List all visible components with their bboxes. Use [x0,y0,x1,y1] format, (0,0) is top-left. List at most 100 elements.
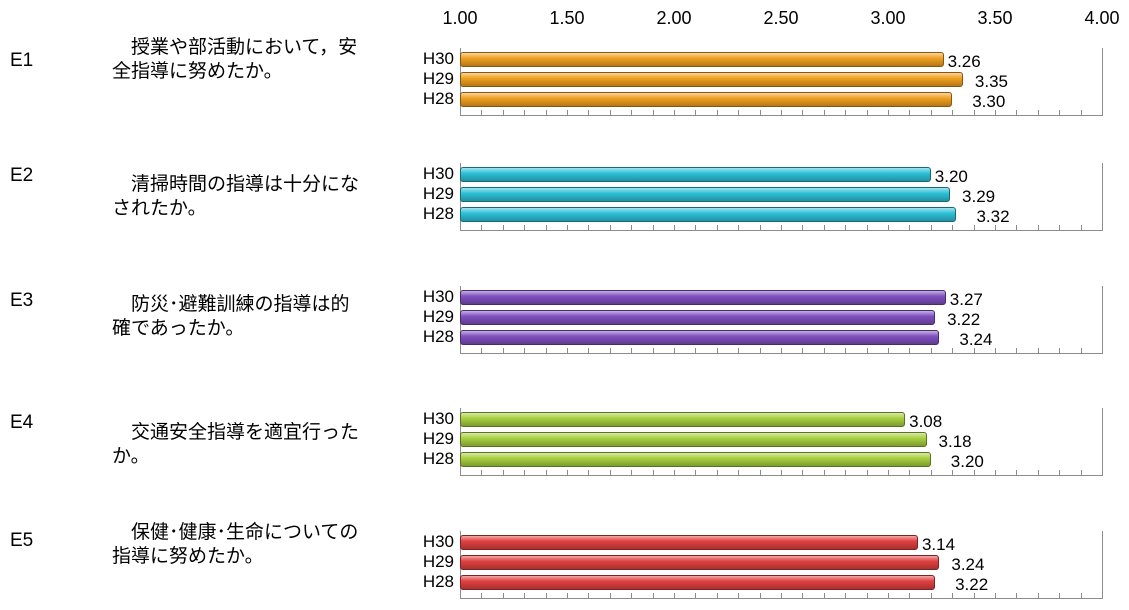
bar-value-label: 3.32 [976,207,1010,226]
x-minor-tick [567,470,568,476]
x-tick-label: 3.50 [977,8,1013,28]
x-minor-tick [738,593,739,599]
bar-value-label: 3.24 [951,555,985,574]
x-minor-tick [931,593,932,599]
x-minor-tick [909,225,910,231]
bar-value-label: 3.27 [949,290,983,309]
x-minor-tick [1016,470,1017,476]
x-minor-tick [1102,593,1103,599]
x-minor-tick [695,470,696,476]
x-minor-tick [481,470,482,476]
x-minor-tick [802,225,803,231]
x-minor-tick [952,225,953,231]
x-minor-tick [631,110,632,116]
x-minor-tick [653,225,654,231]
x-minor-tick [674,110,675,116]
x-minor-tick [867,470,868,476]
x-minor-tick [1102,225,1103,231]
x-minor-tick [460,470,461,476]
x-minor-tick [824,348,825,354]
x-minor-tick [995,225,996,231]
x-minor-tick [1016,110,1017,116]
x-minor-tick [1038,110,1039,116]
x-minor-tick [1059,593,1060,599]
x-minor-tick [695,110,696,116]
x-minor-tick [567,110,568,116]
x-minor-tick [503,348,504,354]
x-minor-tick [653,110,654,116]
series-label: H29 [422,552,454,571]
item-code-label: E4 [10,412,34,433]
x-minor-tick [909,470,910,476]
x-minor-tick [995,470,996,476]
x-minor-tick [524,110,525,116]
x-minor-tick [760,225,761,231]
x-minor-tick [653,593,654,599]
x-minor-tick [546,225,547,231]
x-minor-tick [867,593,868,599]
x-tick-label: 4.00 [1084,8,1120,28]
x-minor-tick [460,110,461,116]
x-minor-tick [931,348,932,354]
x-minor-tick [760,110,761,116]
x-minor-tick [738,225,739,231]
series-label: H30 [422,49,454,68]
bar-value-label: 3.22 [955,575,989,594]
x-minor-tick [974,110,975,116]
x-minor-tick [1038,593,1039,599]
series-label: H29 [422,307,454,326]
x-minor-tick [610,348,611,354]
x-minor-tick [738,110,739,116]
x-minor-tick [631,225,632,231]
x-minor-tick [546,110,547,116]
item-question-text: 防災･避難訓練の指導は的確であったか。 [112,293,350,339]
x-minor-tick [524,593,525,599]
x-minor-tick [781,110,782,116]
x-minor-tick [738,470,739,476]
bar [460,72,963,87]
x-minor-tick [909,348,910,354]
x-minor-tick [845,225,846,231]
item-code-label: E3 [10,290,34,311]
series-label: H28 [422,572,454,591]
x-minor-tick [931,110,932,116]
x-minor-tick [845,348,846,354]
x-minor-tick [460,593,461,599]
x-minor-tick [1102,470,1103,476]
x-minor-tick [588,470,589,476]
x-minor-tick [524,348,525,354]
x-minor-tick [567,225,568,231]
x-minor-tick [781,225,782,231]
x-minor-tick [867,225,868,231]
x-minor-tick [1038,348,1039,354]
bar [460,207,957,222]
x-minor-tick [952,470,953,476]
x-minor-tick [588,348,589,354]
x-minor-tick [674,348,675,354]
series-label: H30 [422,532,454,551]
x-minor-tick [631,470,632,476]
x-minor-tick [845,110,846,116]
x-minor-tick [567,348,568,354]
x-minor-tick [952,593,953,599]
item-question-text: 清掃時間の指導は十分になされたか。 [112,173,360,219]
x-minor-tick [909,110,910,116]
x-minor-tick [974,593,975,599]
item-code-label: E5 [10,530,34,551]
bar-value-label: 3.08 [909,412,943,431]
bar [460,330,940,345]
x-minor-tick [1038,470,1039,476]
item-code-label: E1 [10,50,34,71]
x-minor-tick [717,225,718,231]
x-minor-tick [610,470,611,476]
x-minor-tick [760,470,761,476]
x-minor-tick [781,348,782,354]
x-minor-tick [1059,348,1060,354]
bar-value-label: 3.20 [950,452,984,471]
x-minor-tick [781,593,782,599]
item-question-text: 授業や部活動において，安全指導に努めたか。 [112,36,358,82]
series-label: H30 [422,287,454,306]
x-minor-tick [952,110,953,116]
x-minor-tick [824,593,825,599]
x-tick-label: 3.00 [870,8,906,28]
